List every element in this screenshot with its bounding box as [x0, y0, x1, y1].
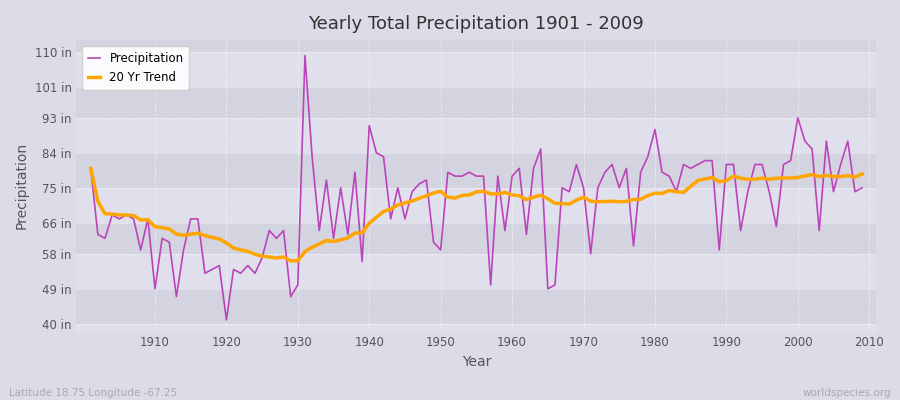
Bar — [76, 153, 877, 188]
Line: Precipitation: Precipitation — [91, 56, 862, 320]
Precipitation — [521, 232, 532, 237]
Bar — [76, 223, 877, 254]
Precipitation — [607, 162, 617, 167]
Bar — [76, 52, 877, 87]
Text: worldspecies.org: worldspecies.org — [803, 388, 891, 398]
Bar — [76, 254, 877, 289]
20 Yr Trend — [307, 245, 318, 250]
Line: 20 Yr Trend: 20 Yr Trend — [91, 168, 862, 261]
Precipitation — [221, 318, 232, 322]
Bar — [76, 40, 877, 52]
Bar — [76, 118, 877, 153]
Bar — [76, 188, 877, 223]
Title: Yearly Total Precipitation 1901 - 2009: Yearly Total Precipitation 1901 - 2009 — [309, 15, 644, 33]
20 Yr Trend — [507, 192, 517, 197]
20 Yr Trend — [86, 166, 96, 171]
X-axis label: Year: Year — [462, 355, 491, 369]
Precipitation — [142, 216, 153, 221]
Text: Latitude 18.75 Longitude -67.25: Latitude 18.75 Longitude -67.25 — [9, 388, 177, 398]
20 Yr Trend — [514, 193, 525, 198]
Bar — [76, 289, 877, 324]
Precipitation — [86, 166, 96, 171]
20 Yr Trend — [142, 217, 153, 222]
Precipitation — [314, 228, 325, 233]
20 Yr Trend — [285, 258, 296, 263]
Y-axis label: Precipitation: Precipitation — [15, 142, 29, 230]
20 Yr Trend — [599, 199, 610, 204]
Bar — [76, 324, 877, 332]
Precipitation — [356, 259, 367, 264]
Precipitation — [300, 53, 310, 58]
Bar — [76, 87, 877, 118]
Precipitation — [514, 166, 525, 171]
20 Yr Trend — [349, 231, 360, 236]
20 Yr Trend — [857, 172, 868, 176]
Legend: Precipitation, 20 Yr Trend: Precipitation, 20 Yr Trend — [82, 46, 190, 90]
Precipitation — [857, 185, 868, 190]
